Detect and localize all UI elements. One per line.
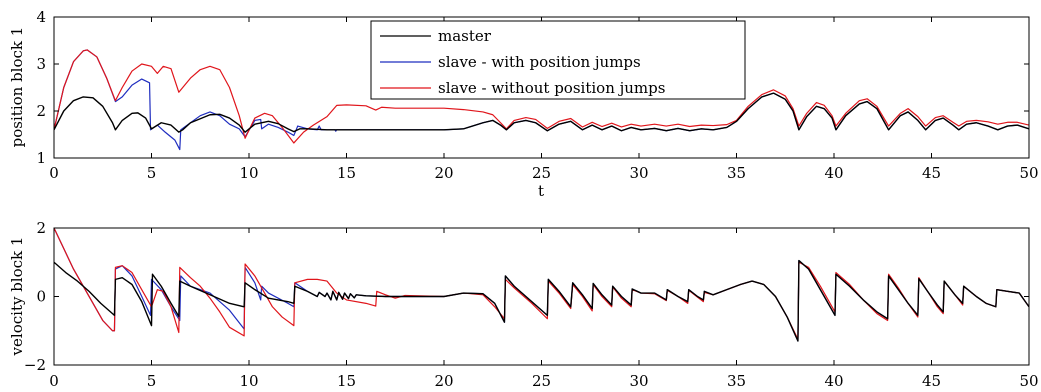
- position-xlabel: t: [538, 182, 544, 200]
- position-ytick-label: 1: [36, 149, 46, 167]
- position-axis-ticks: 0 5 10 15 20 25 30 35 40 45 50 1 2 3 4: [36, 8, 1038, 182]
- position-xtick-label: 45: [922, 164, 941, 182]
- position-xtick-label: 15: [337, 164, 356, 182]
- velocity-axis-ticks: 0 5 10 15 20 25 30 35 40 45 50−202: [24, 219, 1039, 390]
- velocity-ytick-label: 0: [36, 288, 46, 306]
- velocity-xtick-label: 20: [434, 372, 453, 390]
- legend-box: [370, 20, 746, 100]
- velocity-chart: 0 5 10 15 20 25 30 35 40 45 50−202 velocity block …: [8, 219, 1039, 390]
- position-lines: [54, 49, 1029, 151]
- velocity-series-1-line: [54, 228, 1029, 342]
- position-xtick-label: 5: [147, 164, 157, 182]
- legend-label-without-jumps: slave - without position jumps: [438, 79, 665, 97]
- velocity-xtick-label: 35: [727, 372, 746, 390]
- velocity-xtick-label: 25: [532, 372, 551, 390]
- velocity-series-0-line: [54, 259, 1029, 342]
- legend: master slave - with position jumps slave…: [370, 20, 746, 100]
- velocity-ylabel: velocity block 1: [8, 237, 26, 357]
- position-xtick-label: 50: [1019, 164, 1038, 182]
- velocity-xtick-label: 0: [49, 372, 59, 390]
- position-xtick-label: 40: [824, 164, 843, 182]
- position-series-0-line: [54, 92, 1029, 133]
- position-ylabel: position block 1: [8, 27, 26, 148]
- position-ytick-label: 3: [36, 55, 46, 73]
- legend-label-with-jumps: slave - with position jumps: [438, 53, 641, 71]
- velocity-ytick-label: −2: [24, 356, 46, 374]
- position-series-2-line: [54, 49, 1029, 144]
- position-xtick-label: 10: [239, 164, 258, 182]
- position-xtick-label: 25: [532, 164, 551, 182]
- position-ytick-label: 4: [36, 8, 46, 26]
- velocity-ytick-label: 2: [36, 219, 46, 237]
- position-xtick-label: 35: [727, 164, 746, 182]
- velocity-xtick-label: 40: [824, 372, 843, 390]
- velocity-xtick-label: 30: [629, 372, 648, 390]
- position-xtick-label: 30: [629, 164, 648, 182]
- position-ytick-label: 2: [36, 102, 46, 120]
- velocity-xtick-label: 45: [922, 372, 941, 390]
- velocity-xtick-label: 5: [147, 372, 157, 390]
- velocity-xtick-label: 10: [239, 372, 258, 390]
- velocity-xtick-label: 50: [1019, 372, 1038, 390]
- velocity-plot-frame: [53, 227, 1030, 366]
- velocity-series-2-line: [54, 228, 1029, 340]
- position-chart: 0 5 10 15 20 25 30 35 40 45 50 1 2 3 4 position block …: [8, 8, 1039, 200]
- position-xtick-label: 20: [434, 164, 453, 182]
- legend-label-master: master: [438, 27, 492, 45]
- velocity-lines: [54, 228, 1029, 342]
- position-xtick-label: 0: [49, 164, 59, 182]
- velocity-xtick-label: 15: [337, 372, 356, 390]
